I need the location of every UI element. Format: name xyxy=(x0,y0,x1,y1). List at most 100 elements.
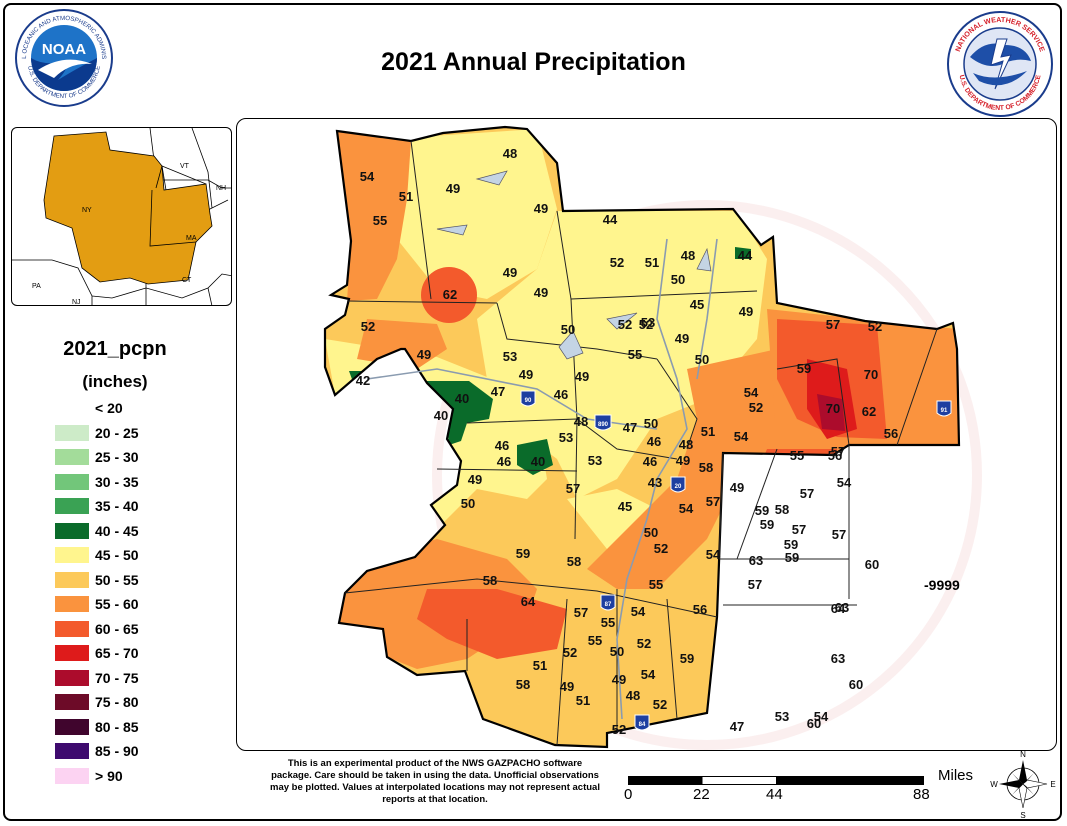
legend-item: 30 - 35 xyxy=(55,473,139,490)
page-frame xyxy=(3,3,1062,821)
legend-label: 40 - 45 xyxy=(95,522,139,539)
legend-swatch xyxy=(55,473,89,490)
nws-logo: NATIONAL WEATHER SERVICE U.S. DEPARTMENT… xyxy=(945,9,1055,119)
station-value: 48 xyxy=(679,437,693,452)
svg-text:90: 90 xyxy=(525,398,532,404)
inset-label-pa: PA xyxy=(32,283,41,290)
station-value: 49 xyxy=(676,453,690,468)
station-value: 58 xyxy=(483,573,497,588)
station-value: 56 xyxy=(693,602,707,617)
station-value: 53 xyxy=(641,315,655,330)
svg-text:20: 20 xyxy=(675,484,682,490)
legend-swatch xyxy=(55,718,89,735)
nws-watermark xyxy=(432,200,982,750)
svg-text:87: 87 xyxy=(605,602,612,608)
inset-label-ma: MA xyxy=(186,235,197,242)
station-value: 50 xyxy=(644,416,658,431)
legend-label: < 20 xyxy=(95,400,123,416)
station-value: 46 xyxy=(647,434,661,449)
station-value: 54 xyxy=(837,475,852,490)
compass-w: W xyxy=(990,780,998,789)
inset-highlight-region xyxy=(43,131,213,285)
station-value: 55 xyxy=(601,615,615,630)
station-value: 46 xyxy=(497,454,511,469)
station-value: 63 xyxy=(835,600,849,615)
station-value: 64 xyxy=(831,601,846,616)
legend-label: 25 - 30 xyxy=(95,449,139,465)
station-value: 70 xyxy=(864,367,878,382)
station-value: 62 xyxy=(443,287,457,302)
station-value: 57 xyxy=(574,605,588,620)
station-value: 52 xyxy=(639,317,653,332)
station-value: 43 xyxy=(648,475,662,490)
legend-units: (inches) xyxy=(82,372,148,391)
station-value: 63 xyxy=(749,553,763,568)
station-value: 52 xyxy=(361,319,375,334)
station-value: 63 xyxy=(831,651,845,666)
station-value: 51 xyxy=(645,255,659,270)
legend-swatch xyxy=(55,498,89,514)
legend-label: 20 - 25 xyxy=(95,424,139,441)
lakes xyxy=(436,170,712,360)
station-value: 49 xyxy=(534,201,548,216)
legend-item: 60 - 65 xyxy=(55,620,139,637)
station-value: 49 xyxy=(417,347,431,362)
station-value: 58 xyxy=(699,460,713,475)
station-value: 53 xyxy=(559,430,573,445)
station-value: 49 xyxy=(503,265,517,280)
station-value: 60 xyxy=(849,677,863,692)
inset-label-vt: VT xyxy=(180,163,190,170)
svg-text:91: 91 xyxy=(941,408,948,414)
legend-swatch xyxy=(55,767,89,784)
station-value: 53 xyxy=(588,453,602,468)
station-value: 47 xyxy=(730,719,744,734)
inset-label-ny: NY xyxy=(82,207,92,214)
compass-rose-icon: N S E W xyxy=(988,748,1058,820)
station-value: 49 xyxy=(612,672,626,687)
legend-item: 65 - 70 xyxy=(55,645,139,661)
station-value: 57 xyxy=(706,494,720,509)
station-value: 56 xyxy=(884,426,898,441)
station-value: 59 xyxy=(785,550,799,565)
station-value: 53 xyxy=(775,709,789,724)
legend-item: 50 - 55 xyxy=(55,571,139,588)
legend-swatch xyxy=(55,424,89,441)
station-value: 62 xyxy=(862,404,876,419)
station-value: 49 xyxy=(519,367,533,382)
station-value: 50 xyxy=(644,525,658,540)
svg-text:890: 890 xyxy=(598,422,609,428)
precipitation-map: 90 890 20 87 84 91 54 51 49 48 55 49 44 52 51 48 4… xyxy=(236,118,1057,751)
legend-label: 30 - 35 xyxy=(95,473,139,490)
legend-label: 55 - 60 xyxy=(95,596,139,612)
compass-s: S xyxy=(1020,811,1025,820)
legend-item: 45 - 50 xyxy=(55,547,139,563)
legend-swatch xyxy=(55,400,89,416)
disclaimer-text: This is an experimental product of the N… xyxy=(270,758,600,805)
station-value: 59 xyxy=(516,546,530,561)
station-value: 57 xyxy=(748,577,762,592)
station-value: 52 xyxy=(654,541,668,556)
station-value: 44 xyxy=(603,212,618,227)
station-value: 48 xyxy=(503,146,517,161)
legend-title: 2021_pcpn xyxy=(63,338,167,360)
legend-swatch xyxy=(55,694,89,710)
station-value: 52 xyxy=(610,255,624,270)
legend-swatch xyxy=(55,571,89,588)
station-value: 48 xyxy=(681,248,695,263)
station-value: 59 xyxy=(680,651,694,666)
station-value: 52 xyxy=(749,400,763,415)
scale-bar xyxy=(628,773,924,791)
station-value: 50 xyxy=(695,352,709,367)
no-data-label: -9999 xyxy=(924,577,960,593)
station-value: 49 xyxy=(446,181,460,196)
legend-item: > 90 xyxy=(55,767,123,784)
station-value: 52 xyxy=(637,636,651,651)
station-value: 54 xyxy=(679,501,694,516)
inset-label-nj: NJ xyxy=(72,299,81,306)
legend-item: 25 - 30 xyxy=(55,449,139,465)
station-value: 54 xyxy=(641,667,656,682)
legend-swatch xyxy=(55,547,89,563)
station-value: 48 xyxy=(626,688,640,703)
station-value: 47 xyxy=(623,420,637,435)
station-value: 50 xyxy=(561,322,575,337)
